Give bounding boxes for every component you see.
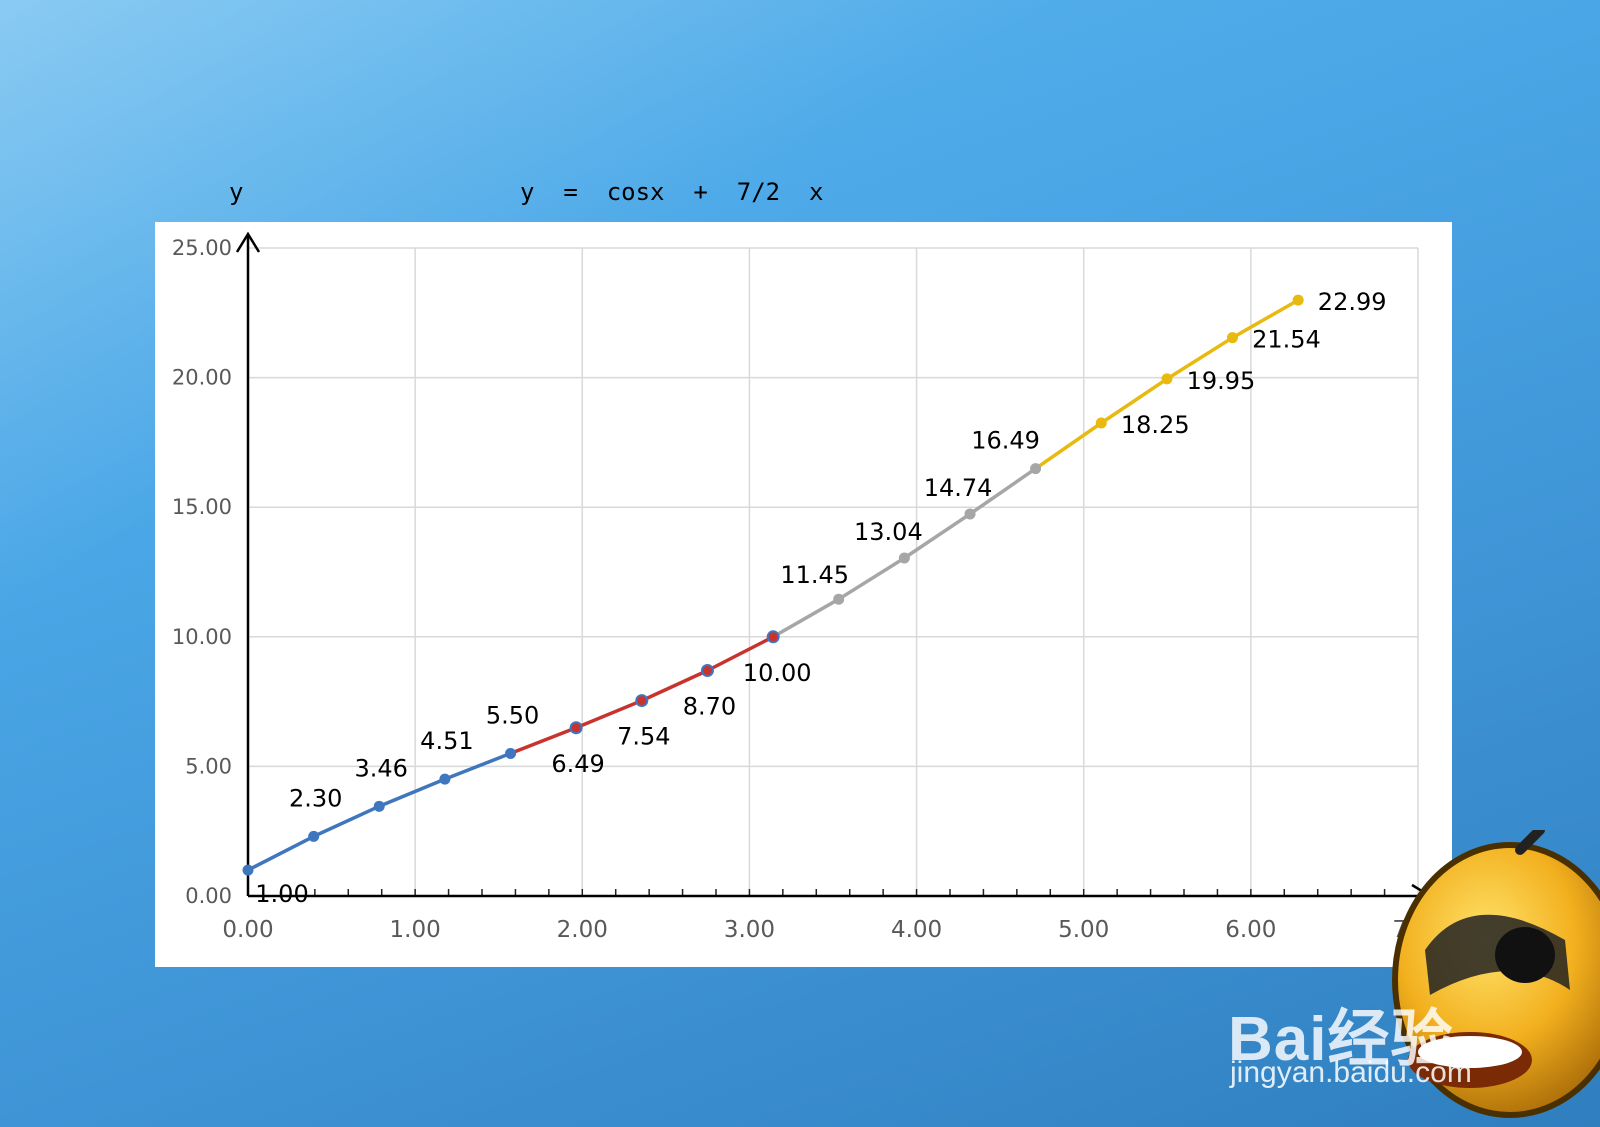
data-label: 11.45 bbox=[780, 561, 849, 589]
data-label: 8.70 bbox=[683, 692, 736, 720]
data-point bbox=[1292, 294, 1304, 306]
x-tick-label: 5.00 bbox=[1058, 917, 1109, 943]
data-label: 4.51 bbox=[420, 727, 473, 755]
baidu-watermark-url: jingyan.baidu.com bbox=[1230, 1056, 1472, 1089]
x-tick-label: 3.00 bbox=[724, 917, 775, 943]
baidu-watermark-brand: Bai经验 bbox=[1228, 1005, 1454, 1074]
data-point bbox=[1095, 417, 1107, 429]
data-point bbox=[439, 773, 451, 785]
data-point bbox=[833, 593, 845, 605]
data-label: 10.00 bbox=[743, 659, 812, 687]
y-axis-arrow bbox=[235, 231, 261, 253]
data-point bbox=[569, 721, 583, 735]
data-label: 19.95 bbox=[1187, 367, 1256, 395]
data-point bbox=[308, 830, 320, 842]
data-label: 5.50 bbox=[486, 701, 539, 729]
data-point bbox=[1161, 373, 1173, 385]
x-tick-label: 6.00 bbox=[1225, 917, 1276, 943]
data-label: 22.99 bbox=[1318, 288, 1387, 316]
x-tick-label: 4.00 bbox=[891, 917, 942, 943]
y-tick-label: 0.00 bbox=[185, 884, 232, 908]
data-label: 7.54 bbox=[617, 723, 670, 751]
data-point bbox=[964, 508, 976, 520]
data-label: 18.25 bbox=[1121, 411, 1190, 439]
data-label: 3.46 bbox=[354, 754, 407, 782]
data-point bbox=[1030, 463, 1042, 475]
data-point bbox=[1226, 332, 1238, 344]
data-label: 21.54 bbox=[1252, 326, 1321, 354]
grid-layer bbox=[248, 247, 1419, 896]
data-label: 14.74 bbox=[924, 474, 993, 502]
x-tick-label: 0.00 bbox=[222, 917, 273, 943]
data-label: 2.30 bbox=[289, 784, 342, 812]
y-axis-letter: y bbox=[229, 178, 244, 206]
data-point bbox=[505, 747, 517, 759]
data-label: 1.00 bbox=[255, 880, 308, 908]
y-tick-label: 25.00 bbox=[172, 236, 232, 260]
chart-panel bbox=[155, 222, 1452, 967]
data-point bbox=[242, 864, 254, 876]
tick-labels: 0.00 5.00 10.00 15.00 20.00 25.00 0.00 1.00 2.00… bbox=[172, 236, 1444, 943]
y-tick-label: 10.00 bbox=[172, 625, 232, 649]
data-point bbox=[898, 552, 910, 564]
x-tick-label: 2.00 bbox=[557, 917, 608, 943]
data-label: 13.04 bbox=[854, 518, 923, 546]
data-point bbox=[635, 694, 649, 708]
y-tick-label: 5.00 bbox=[185, 754, 232, 778]
data-point bbox=[700, 663, 714, 677]
data-point bbox=[766, 630, 780, 644]
y-tick-label: 20.00 bbox=[172, 366, 232, 390]
data-label: 16.49 bbox=[971, 427, 1040, 455]
y-tick-label: 15.00 bbox=[172, 495, 232, 519]
x-tick-label: 1.00 bbox=[390, 917, 441, 943]
mascot-emoticon bbox=[1392, 830, 1600, 1118]
series-layer bbox=[247, 298, 1300, 872]
data-points bbox=[242, 294, 1304, 876]
data-point bbox=[373, 800, 385, 812]
data-label: 6.49 bbox=[551, 750, 604, 778]
equation-title: y = cosx + 7/2 x bbox=[520, 178, 824, 206]
